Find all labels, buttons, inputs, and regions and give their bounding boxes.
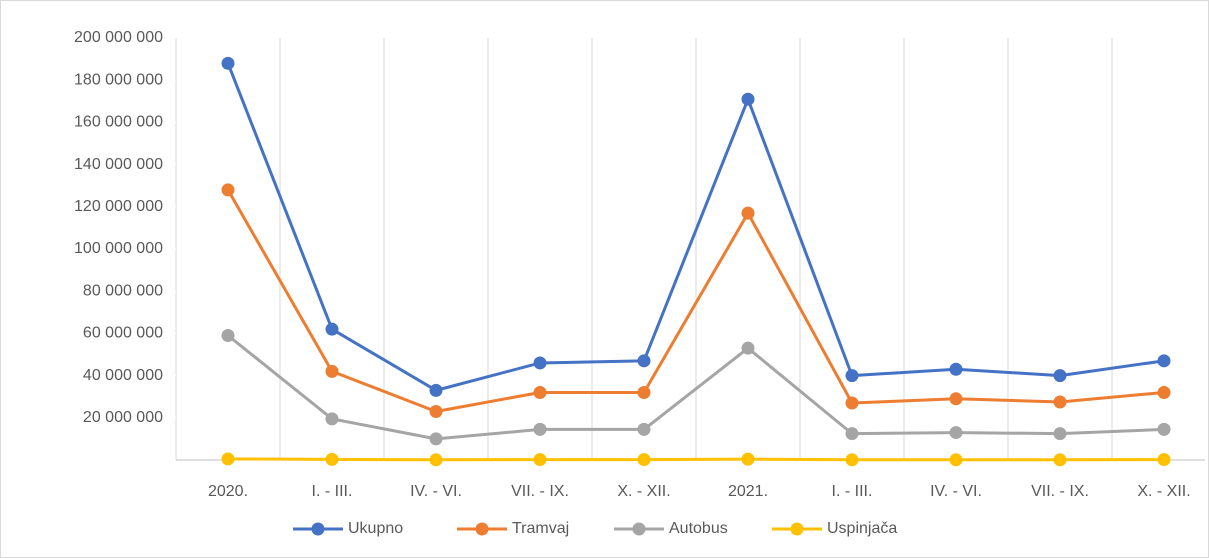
data-point: [1053, 369, 1067, 383]
data-point: [845, 369, 859, 383]
legend-label: Uspinjača: [827, 520, 897, 537]
data-point: [637, 422, 651, 436]
data-point: [533, 356, 547, 370]
data-point: [1157, 453, 1171, 467]
data-point: [1157, 354, 1171, 368]
x-tick-label: IV. - VI.: [930, 483, 982, 500]
data-point: [221, 452, 235, 466]
x-tick-label: IV. - VI.: [410, 483, 462, 500]
data-point: [429, 453, 443, 467]
data-point: [845, 396, 859, 410]
data-point: [533, 385, 547, 399]
data-point: [1157, 385, 1171, 399]
data-point: [221, 183, 235, 197]
data-point: [221, 56, 235, 70]
data-point: [845, 427, 859, 441]
y-tick-label: 180 000 000: [74, 71, 163, 88]
legend-marker: [475, 522, 489, 536]
y-tick-label: 20 000 000: [83, 409, 163, 426]
legend-label: Ukupno: [348, 520, 403, 537]
y-tick-label: 80 000 000: [83, 282, 163, 299]
series-line: [226, 189, 1165, 413]
data-point: [1053, 427, 1067, 441]
x-tick-label: 2021.: [728, 483, 768, 500]
legend-marker: [632, 522, 646, 536]
x-tick-label: 2020.: [208, 483, 248, 500]
data-point: [741, 341, 755, 355]
data-point: [429, 404, 443, 418]
y-tick-label: 140 000 000: [74, 156, 163, 173]
data-point: [533, 422, 547, 436]
series-line: [227, 457, 1165, 462]
legend-marker: [311, 522, 325, 536]
x-tick-label: X. - XII.: [617, 483, 670, 500]
data-point: [741, 206, 755, 220]
x-tick-label: VII. - IX.: [1031, 483, 1089, 500]
y-tick-label: 60 000 000: [83, 325, 163, 342]
data-point: [637, 453, 651, 467]
data-point: [845, 453, 859, 467]
data-point: [949, 426, 963, 440]
data-point: [221, 329, 235, 343]
legend-marker: [790, 522, 804, 536]
series-line: [226, 62, 1165, 392]
data-point: [741, 452, 755, 466]
data-point: [949, 362, 963, 376]
data-point: [429, 383, 443, 397]
data-point: [949, 392, 963, 406]
x-tick-label: I. - III.: [832, 483, 873, 500]
data-point: [533, 453, 547, 467]
data-point: [1053, 395, 1067, 409]
data-point: [949, 453, 963, 467]
data-point: [325, 412, 339, 426]
data-point: [637, 385, 651, 399]
y-tick-label: 160 000 000: [74, 114, 163, 131]
series-line: [227, 334, 1165, 441]
data-point: [1157, 422, 1171, 436]
x-tick-label: VII. - IX.: [511, 483, 569, 500]
y-tick-label: 120 000 000: [74, 198, 163, 215]
legend-label: Tramvaj: [512, 520, 569, 537]
data-point: [637, 354, 651, 368]
data-point: [325, 364, 339, 378]
y-tick-label: 200 000 000: [74, 29, 163, 46]
data-point: [325, 322, 339, 336]
legend-label: Autobus: [669, 520, 728, 537]
data-point: [741, 92, 755, 106]
data-point: [1053, 453, 1067, 467]
x-tick-label: X. - XII.: [1137, 483, 1190, 500]
y-tick-label: 100 000 000: [74, 240, 163, 257]
y-tick-label: 40 000 000: [83, 367, 163, 384]
data-point: [325, 452, 339, 466]
x-tick-label: I. - III.: [312, 483, 353, 500]
data-point: [429, 432, 443, 446]
